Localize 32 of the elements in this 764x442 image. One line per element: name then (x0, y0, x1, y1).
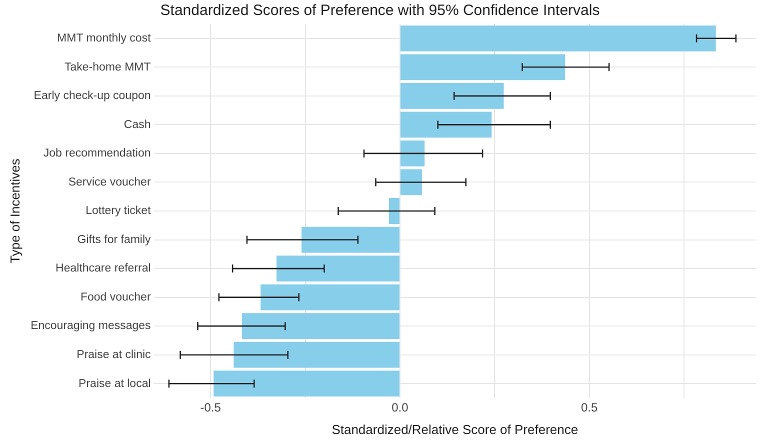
bar (276, 256, 400, 282)
bar (260, 284, 400, 310)
y-tick-label: Healthcare referral (56, 262, 151, 275)
bar (301, 226, 400, 253)
bar (400, 112, 492, 138)
bar (400, 82, 504, 109)
y-tick-label: Praise at clinic (76, 349, 152, 362)
y-tick-label: Encouraging messages (30, 320, 152, 332)
y-tick-label: Food voucher (80, 291, 151, 304)
chart-title: Standardized Scores of Preference with 95% Confidence Intervals (160, 2, 600, 20)
x-tick-label: 0.0 (392, 400, 409, 415)
y-axis-title: Type of Incentives (7, 158, 22, 264)
y-tick-label: Praise at local (78, 378, 151, 390)
y-tick-label: Cash (124, 118, 151, 131)
x-tick-label: 0.5 (581, 400, 598, 415)
y-tick-label: Service voucher (68, 176, 151, 188)
bar (400, 54, 566, 80)
y-tick-label: Job recommendation (43, 148, 151, 160)
bar (242, 313, 400, 340)
y-tick-label: Early check-up coupon (34, 90, 151, 102)
bar (388, 198, 400, 224)
bar (400, 25, 716, 52)
y-tick-label: Lottery ticket (86, 205, 152, 218)
bar (234, 342, 400, 368)
x-axis-title: Standardized/Relative Score of Preference (332, 422, 578, 437)
y-tick-label: Gifts for family (77, 234, 152, 246)
bar (400, 169, 422, 196)
bar (214, 370, 400, 397)
bar (400, 140, 425, 166)
y-tick-label: Take-home MMT (64, 61, 151, 74)
x-tick-label: -0.5 (200, 400, 222, 415)
y-tick-label: MMT monthly cost (57, 32, 152, 45)
